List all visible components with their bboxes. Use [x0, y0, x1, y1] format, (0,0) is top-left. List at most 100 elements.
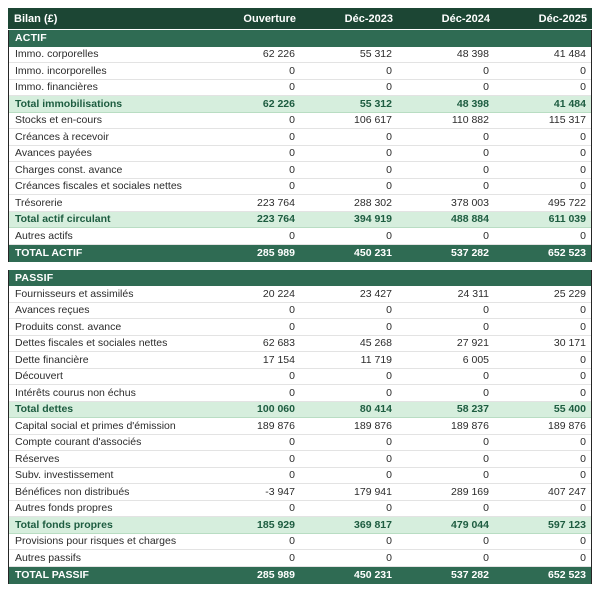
- row-value: 62 683: [262, 337, 295, 350]
- row-value: 0: [386, 130, 392, 143]
- row-value: 0: [386, 469, 392, 482]
- row-value: 0: [386, 64, 392, 77]
- row-value: 24 311: [457, 287, 489, 300]
- row-value: 45 268: [359, 337, 392, 350]
- row-value: 537 282: [451, 247, 489, 259]
- row-value: 0: [289, 64, 295, 77]
- row-value: -3 947: [265, 485, 295, 498]
- row-value: 0: [580, 502, 586, 515]
- row-value: 0: [289, 469, 295, 482]
- table-row-d-couvert: Découvert 0 0 0 0: [9, 368, 591, 385]
- row-label: Immo. corporelles: [15, 48, 99, 61]
- table-row-r-serves: Réserves 0 0 0 0: [9, 451, 591, 468]
- row-value: 495 722: [548, 196, 586, 209]
- row-value: 0: [580, 320, 586, 333]
- row-value: 48 398: [456, 48, 489, 61]
- table-row-provisions-pour-risques-et-charges: Provisions pour risques et charges 0 0 0 0: [9, 533, 591, 550]
- row-value: 0: [289, 386, 295, 399]
- row-value: 0: [580, 535, 586, 548]
- row-label: Découvert: [15, 370, 63, 383]
- row-value: 537 282: [451, 569, 489, 581]
- row-value: 41 484: [553, 48, 586, 61]
- table-row-total-actif-circulant: Total actif circulant 223 764 394 919 488 8…: [9, 211, 591, 228]
- table-row-immo-financi-res: Immo. financières 0 0 0 0: [9, 79, 591, 96]
- row-value: 0: [386, 535, 392, 548]
- row-value: 652 523: [548, 247, 586, 259]
- row-value: 0: [386, 81, 392, 94]
- row-value: 58 237: [456, 403, 489, 416]
- row-value: 0: [580, 353, 586, 366]
- row-value: 0: [483, 147, 489, 160]
- row-label: Autres passifs: [15, 551, 81, 564]
- row-label: Avances payées: [15, 147, 92, 160]
- row-value: 0: [386, 502, 392, 515]
- row-value: 20 224: [262, 287, 295, 300]
- section-actif-rows: Immo. corporelles 62 226 55 312 48 398 41 48…: [9, 46, 591, 262]
- row-value: 0: [580, 147, 586, 160]
- column-header-dec-2023: Déc-2023: [344, 12, 393, 25]
- row-value: 0: [580, 81, 586, 94]
- row-label: Subv. investissement: [15, 469, 114, 482]
- row-label: Capital social et primes d'émission: [15, 419, 176, 432]
- table-row-dette-financi-re: Dette financière 17 154 11 719 6 005 0: [9, 352, 591, 369]
- row-value: 0: [580, 452, 586, 465]
- table-row-tr-sorerie: Trésorerie 223 764 288 302 378 003 495 722: [9, 195, 591, 212]
- row-value: 378 003: [451, 196, 489, 209]
- row-value: 0: [289, 81, 295, 94]
- row-label: Total fonds propres: [15, 518, 113, 531]
- row-value: 106 617: [354, 114, 392, 127]
- row-label: Total dettes: [15, 403, 74, 416]
- row-value: 0: [386, 180, 392, 193]
- row-value: 450 231: [354, 247, 392, 259]
- column-header-ouverture: Ouverture: [243, 12, 296, 25]
- row-value: 0: [289, 370, 295, 383]
- row-value: 0: [483, 469, 489, 482]
- row-value: 48 398: [456, 97, 489, 110]
- row-value: 0: [289, 130, 295, 143]
- table-row-avances-re-ues: Avances reçues 0 0 0 0: [9, 302, 591, 319]
- row-value: 288 302: [354, 196, 392, 209]
- row-value: 189 876: [354, 419, 392, 432]
- row-value: 6 005: [462, 353, 489, 366]
- section-actif: ACTIF Immo. corporelles 62 226 55 312 48 39…: [8, 30, 592, 262]
- row-value: 110 882: [451, 114, 489, 127]
- row-label: Créances à recevoir: [15, 130, 109, 143]
- row-value: 0: [386, 147, 392, 160]
- row-value: 223 764: [257, 213, 295, 226]
- row-value: 0: [483, 551, 489, 564]
- row-value: 0: [483, 386, 489, 399]
- row-value: 0: [483, 64, 489, 77]
- row-label: Bénéfices non distribués: [15, 485, 130, 498]
- row-value: 30 171: [553, 337, 586, 350]
- row-value: 189 876: [257, 419, 295, 432]
- row-value: 0: [580, 469, 586, 482]
- row-value: 62 226: [262, 48, 295, 61]
- table-row-stocks-et-en-cours: Stocks et en-cours 0 106 617 110 882 115 317: [9, 112, 591, 129]
- table-title: Bilan (£): [14, 12, 58, 25]
- row-value: 0: [483, 130, 489, 143]
- table-row-autres-fonds-propres: Autres fonds propres 0 0 0 0: [9, 500, 591, 517]
- row-label: Provisions pour risques et charges: [15, 535, 177, 548]
- row-label: Charges const. avance: [15, 163, 123, 176]
- row-label: Stocks et en-cours: [15, 114, 102, 127]
- table-row-b-n-fices-non-distribu-s: Bénéfices non distribués -3 947 179 941 289…: [9, 484, 591, 501]
- row-value: 0: [580, 304, 586, 317]
- row-label: Créances fiscales et sociales nettes: [15, 180, 182, 193]
- row-value: 55 312: [359, 97, 392, 110]
- row-value: 0: [580, 130, 586, 143]
- row-value: 11 719: [360, 353, 392, 366]
- row-label: Autres fonds propres: [15, 502, 113, 515]
- section-name: ACTIF: [15, 32, 47, 45]
- column-header-dec-2025: Déc-2025: [538, 12, 587, 25]
- table-row-autres-passifs: Autres passifs 0 0 0 0: [9, 550, 591, 567]
- row-value: 0: [289, 229, 295, 242]
- table-row-total-immobilisations: Total immobilisations 62 226 55 312 48 398 4…: [9, 96, 591, 113]
- row-value: 0: [483, 81, 489, 94]
- table-row-cr-ances-fiscales-et-sociales-nettes: Créances fiscales et sociales nettes 0 0 0 0: [9, 178, 591, 195]
- table-row-capital-social-et-primes-d-mission: Capital social et primes d'émission 189 8…: [9, 418, 591, 435]
- row-value: 0: [580, 163, 586, 176]
- row-value: 394 919: [354, 213, 392, 226]
- row-value: 0: [580, 370, 586, 383]
- row-label: Total immobilisations: [15, 97, 123, 110]
